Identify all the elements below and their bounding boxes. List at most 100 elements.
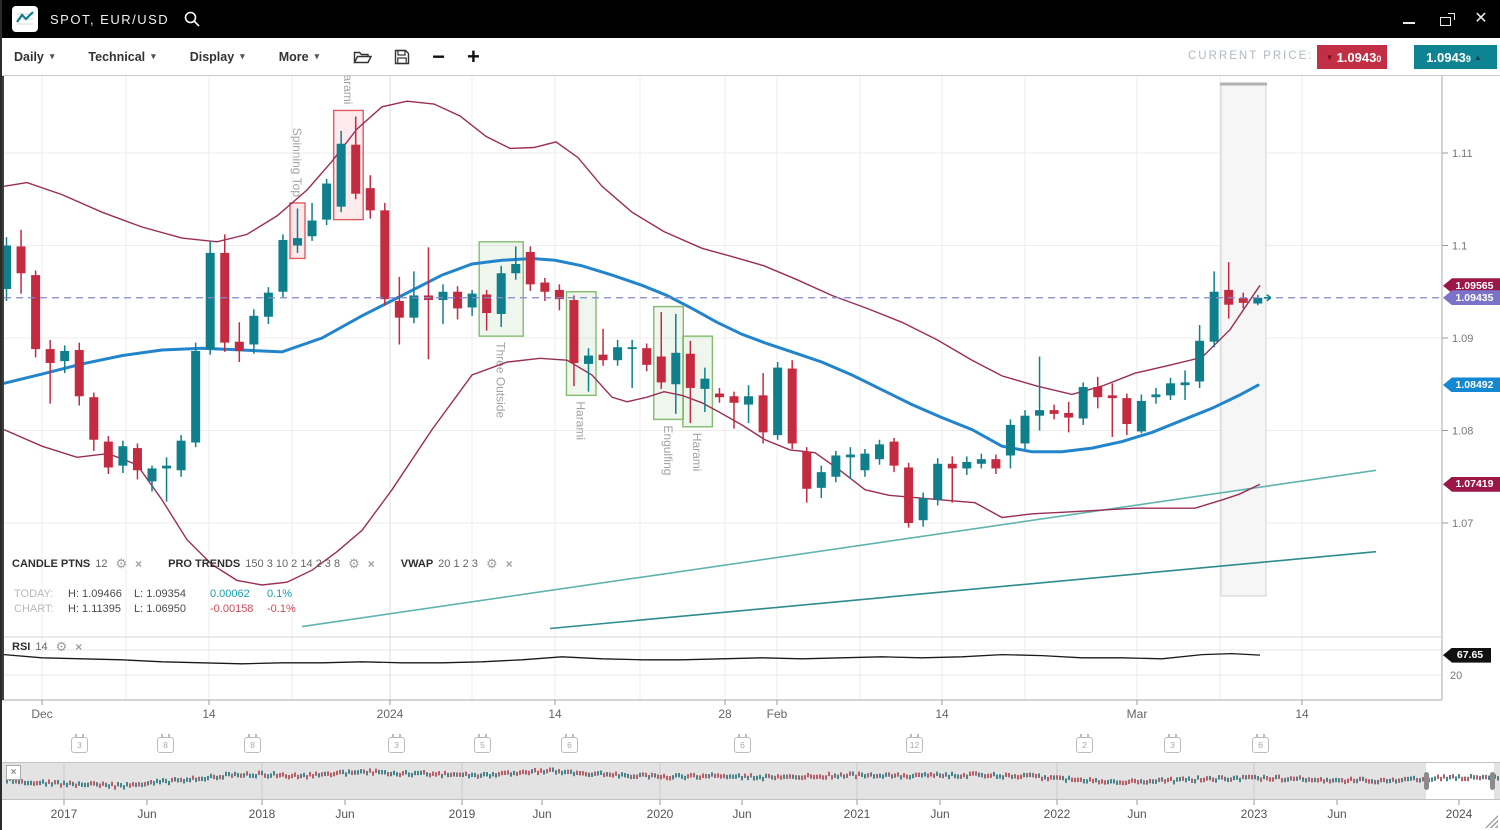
navigator-mini-candle xyxy=(639,772,641,778)
indicator-params: 12 xyxy=(95,558,108,570)
calendar-event-badge[interactable]: 6 xyxy=(1252,734,1269,753)
calendar-event-badge[interactable]: 5 xyxy=(474,734,491,753)
candle-body xyxy=(860,453,870,471)
open-folder-icon[interactable] xyxy=(353,49,373,65)
navigator-mini-candle xyxy=(1203,777,1205,783)
remove-indicator-icon[interactable]: × xyxy=(367,557,375,571)
navigator-mini-candle xyxy=(630,774,632,780)
navigator-mini-candle xyxy=(1146,780,1148,785)
navigator-mini-candle xyxy=(189,777,191,783)
navigator-mini-candle xyxy=(42,779,44,784)
navigator-handle-right[interactable] xyxy=(1490,772,1495,790)
navigator-mini-candle xyxy=(681,774,683,779)
gear-icon[interactable]: ⚙ xyxy=(115,556,128,571)
navigator-track[interactable] xyxy=(2,762,1500,800)
gear-icon[interactable]: ⚙ xyxy=(485,556,498,571)
navigator-mini-candle xyxy=(150,779,152,785)
calendar-event-badge[interactable]: 12 xyxy=(906,734,923,753)
navigator-mini-candle xyxy=(978,772,980,777)
navigator-mini-candle xyxy=(1257,776,1259,781)
navigator-mini-candle xyxy=(216,775,218,781)
remove-indicator-icon[interactable]: × xyxy=(75,640,83,654)
navigator-selection[interactable] xyxy=(1426,763,1494,799)
navigator-mini-candle xyxy=(1485,774,1487,780)
navigator-mini-candle xyxy=(714,773,716,779)
navigator-mini-candle xyxy=(147,781,149,786)
future-zone xyxy=(1220,83,1267,597)
navigator-mini-candle xyxy=(909,775,911,780)
navigator-mini-candle xyxy=(111,781,113,787)
navigator-mini-candle xyxy=(1236,775,1238,780)
navigator-mini-candle xyxy=(690,773,692,778)
navigator-mini-candle xyxy=(318,773,320,778)
navigator-mini-candle xyxy=(933,773,935,778)
navigator-mini-candle xyxy=(375,768,377,774)
zoom-out-button[interactable]: − xyxy=(432,43,445,69)
calendar-event-badge[interactable]: 8 xyxy=(244,734,261,753)
navigator-mini-candle xyxy=(1194,778,1196,784)
navigator-mini-candle xyxy=(105,782,107,788)
navigator-mini-candle xyxy=(804,775,806,780)
navigator-mini-candle xyxy=(906,774,908,779)
menu-more[interactable]: More ▾ xyxy=(278,49,320,64)
calendar-event-badge[interactable]: 6 xyxy=(561,734,578,753)
calendar-event-badge[interactable]: 6 xyxy=(734,734,751,753)
navigator-mini-candle xyxy=(1482,774,1484,780)
candle-body xyxy=(831,455,841,477)
navigator-close-button[interactable]: × xyxy=(6,765,21,780)
navigator-mini-candle xyxy=(1077,777,1079,783)
calendar-event-badge[interactable]: 3 xyxy=(71,734,88,753)
remove-indicator-icon[interactable]: × xyxy=(135,557,143,571)
navigator-mini-candle xyxy=(1479,775,1481,781)
x-axis-label: Mar xyxy=(1127,707,1148,721)
navigator-mini-candle xyxy=(90,781,92,786)
navigator-mini-candle xyxy=(432,771,434,776)
gear-icon[interactable]: ⚙ xyxy=(55,639,68,654)
navigator-mini-candle xyxy=(357,770,359,775)
navigator-mini-candle xyxy=(1356,778,1358,784)
navigator-mini-candle xyxy=(1377,779,1379,785)
navigator-mini-candle xyxy=(435,772,437,777)
navigator-mini-candle xyxy=(927,773,929,778)
navigator-mini-candle xyxy=(381,770,383,775)
calendar-event-badge[interactable]: 3 xyxy=(1164,734,1181,753)
close-button[interactable]: ✕ xyxy=(1474,10,1488,27)
navigator-mini-candle xyxy=(1299,775,1301,780)
navigator-mini-candle xyxy=(1125,780,1127,786)
calendar-event-badge[interactable]: 2 xyxy=(1076,734,1093,753)
calendar-event-badge[interactable]: 8 xyxy=(157,734,174,753)
calendar-event-badge[interactable]: 3 xyxy=(388,734,405,753)
navigator-mini-candle xyxy=(1233,775,1235,781)
navigator-mini-candle xyxy=(1188,776,1190,781)
navigator-mini-candle xyxy=(1314,777,1316,783)
save-icon[interactable] xyxy=(394,49,410,65)
popout-button[interactable] xyxy=(1436,10,1455,28)
candle-body xyxy=(875,444,884,460)
navigator-mini-candle xyxy=(237,772,239,778)
today-change: 0.00062 xyxy=(210,588,250,600)
gear-icon[interactable]: ⚙ xyxy=(348,556,360,571)
candle-body xyxy=(74,350,84,397)
menu-daily[interactable]: Daily ▾ xyxy=(14,49,55,64)
navigator-mini-candle xyxy=(1116,780,1118,785)
navigator-mini-candle xyxy=(663,773,665,779)
candle-body xyxy=(1020,415,1030,444)
navigator-mini-candle xyxy=(1332,778,1334,783)
vwap-line-1 xyxy=(301,469,1377,628)
remove-indicator-icon[interactable]: × xyxy=(505,557,513,571)
menu-technical[interactable]: Technical ▾ xyxy=(88,49,156,64)
candle-body xyxy=(132,448,142,471)
navigator-mini-candle xyxy=(390,771,392,777)
navigator-mini-candle xyxy=(879,773,881,778)
minimize-button[interactable] xyxy=(1400,10,1418,28)
navigator-mini-candle xyxy=(1359,776,1361,782)
zoom-in-button[interactable]: + xyxy=(466,43,480,69)
candle-body xyxy=(1209,291,1219,342)
navigator-mini-candle xyxy=(387,771,389,777)
navigator-handle-left[interactable] xyxy=(1424,772,1429,790)
menu-display[interactable]: Display ▾ xyxy=(189,49,245,64)
navigator-mini-candle xyxy=(15,779,17,784)
navigator-mini-candle xyxy=(609,772,611,777)
search-icon[interactable] xyxy=(183,10,201,28)
